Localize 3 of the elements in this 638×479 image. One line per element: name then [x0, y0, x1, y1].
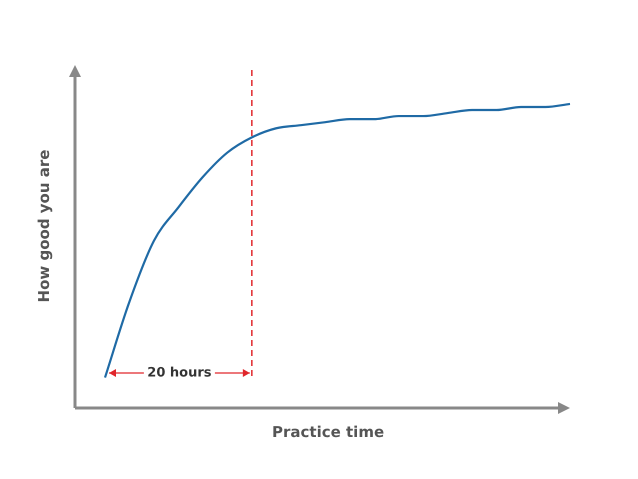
annotation: 20 hours — [144, 366, 215, 380]
y-axis-title: How good you are — [35, 150, 53, 302]
x-axis-title: Practice time — [272, 423, 384, 441]
